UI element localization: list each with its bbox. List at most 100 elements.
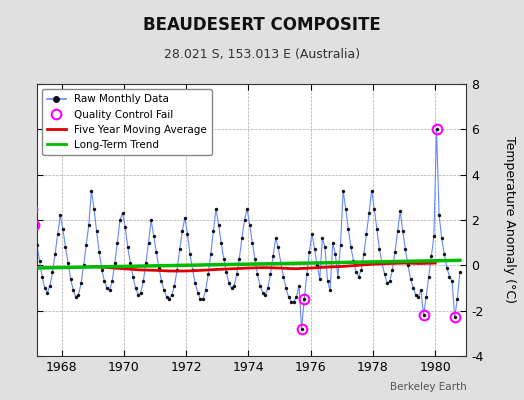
Point [160, 287, 168, 294]
Point [113, 240, 122, 246]
Point [152, 248, 160, 255]
Point [453, 296, 462, 302]
Point [250, 255, 259, 262]
Point [394, 228, 402, 234]
Point [334, 274, 342, 280]
Point [40, 285, 49, 291]
Point [165, 296, 173, 302]
Point [404, 262, 412, 268]
Point [61, 244, 70, 250]
Text: BEAUDESERT COMPOSITE: BEAUDESERT COMPOSITE [143, 16, 381, 34]
Point [318, 235, 326, 241]
Point [438, 235, 446, 241]
Point [298, 326, 306, 332]
Point [383, 280, 391, 287]
Point [139, 278, 148, 284]
Point [209, 228, 217, 234]
Point [355, 274, 363, 280]
Point [365, 210, 373, 216]
Point [111, 260, 119, 266]
Point [132, 285, 140, 291]
Point [295, 282, 303, 289]
Point [48, 269, 57, 275]
Point [137, 289, 145, 296]
Point [386, 278, 394, 284]
Point [191, 280, 200, 287]
Point [456, 269, 464, 275]
Point [277, 260, 285, 266]
Point [266, 271, 275, 278]
Point [350, 258, 358, 264]
Point [290, 298, 298, 305]
Point [300, 296, 309, 302]
Point [409, 285, 418, 291]
Point [419, 312, 428, 318]
Point [411, 292, 420, 298]
Point [323, 278, 332, 284]
Point [448, 278, 456, 284]
Point [59, 226, 67, 232]
Point [186, 251, 194, 257]
Point [121, 224, 129, 230]
Point [69, 287, 78, 294]
Point [124, 244, 132, 250]
Point [375, 246, 384, 253]
Point [235, 255, 244, 262]
Point [32, 242, 41, 248]
Point [342, 206, 350, 212]
Point [189, 267, 197, 273]
Point [220, 255, 228, 262]
Point [440, 251, 449, 257]
Point [100, 278, 108, 284]
Point [282, 285, 290, 291]
Point [30, 221, 39, 228]
Point [141, 260, 150, 266]
Point [72, 294, 80, 300]
Point [95, 248, 103, 255]
Point [134, 292, 143, 298]
Point [183, 230, 192, 237]
Point [264, 285, 272, 291]
Point [287, 298, 296, 305]
Point [445, 274, 454, 280]
Point [315, 276, 324, 282]
Point [248, 240, 256, 246]
Point [243, 206, 252, 212]
Point [380, 271, 389, 278]
Legend: Raw Monthly Data, Quality Control Fail, Five Year Moving Average, Long-Term Tren: Raw Monthly Data, Quality Control Fail, … [42, 89, 212, 155]
Point [396, 208, 405, 214]
Point [212, 206, 220, 212]
Point [238, 235, 246, 241]
Point [227, 285, 236, 291]
Point [155, 264, 163, 271]
Point [181, 214, 189, 221]
Point [51, 251, 59, 257]
Point [391, 248, 399, 255]
Point [241, 217, 249, 223]
Y-axis label: Temperature Anomaly (°C): Temperature Anomaly (°C) [503, 136, 516, 304]
Point [305, 248, 313, 255]
Point [87, 187, 95, 194]
Point [201, 287, 210, 294]
Point [313, 262, 321, 268]
Point [173, 267, 181, 273]
Point [443, 264, 451, 271]
Point [74, 292, 83, 298]
Point [38, 274, 46, 280]
Point [157, 278, 166, 284]
Point [46, 282, 54, 289]
Point [97, 267, 106, 273]
Point [176, 246, 184, 253]
Point [367, 187, 376, 194]
Point [193, 289, 202, 296]
Point [253, 271, 261, 278]
Point [129, 274, 137, 280]
Point [126, 260, 135, 266]
Point [407, 276, 415, 282]
Point [414, 294, 422, 300]
Point [168, 292, 176, 298]
Point [370, 206, 378, 212]
Point [82, 242, 91, 248]
Point [170, 282, 179, 289]
Point [28, 206, 36, 212]
